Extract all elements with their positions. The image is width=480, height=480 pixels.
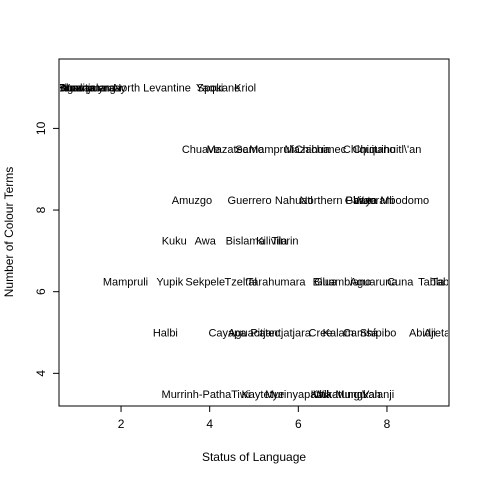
- data-point-label: Halbi: [153, 328, 178, 340]
- data-point-label: Cayapa: [208, 328, 247, 340]
- data-point-label: Pitjantjatjara: [250, 328, 311, 340]
- data-point-label: Samo: [235, 144, 264, 156]
- data-point-label: Mampruli: [249, 144, 294, 156]
- x-tick-label: 2: [118, 417, 125, 431]
- data-point-label: Gbaya Mbodomo: [345, 195, 429, 207]
- data-point-label: Guerrero: [228, 195, 272, 207]
- data-point-label: Burarra: [58, 83, 96, 95]
- data-point-label: Mazahua: [285, 144, 331, 156]
- x-tick-label: 6: [295, 417, 302, 431]
- x-axis-title: Status of Language: [202, 450, 306, 464]
- data-point-label: Shipibo: [360, 328, 397, 340]
- data-point-label: Spokane: [197, 83, 240, 95]
- data-point-label: Cree: [309, 328, 333, 340]
- data-point-label: Tabla: [418, 276, 445, 288]
- data-point-label: Ilgar: [62, 83, 84, 95]
- data-point-label: Yuwaalaraay: [63, 83, 126, 95]
- data-point-label: Bislama: [226, 236, 266, 248]
- y-tick-label: 4: [34, 370, 48, 377]
- data-point-label: Wik-Mungkan: [313, 389, 380, 401]
- data-point-label: Camsá: [343, 328, 379, 340]
- x-axis: 2 4 6 8: [118, 405, 391, 431]
- data-point-label: Tinrin: [271, 236, 298, 248]
- data-point-label: Chiquihuitl\'an: [353, 144, 422, 156]
- y-tick-label: 8: [34, 206, 48, 213]
- data-point-label: Tiwi: [231, 389, 250, 401]
- data-point-label: Tabla: [431, 276, 458, 288]
- y-tick-label: 10: [34, 121, 48, 135]
- data-point-label: Murinyapatha: [265, 389, 333, 401]
- data-point-label: Guambiano: [314, 276, 371, 288]
- data-point-label: Kaytetye: [241, 389, 284, 401]
- data-point-label: Mampruli: [103, 276, 148, 288]
- data-point-label: Chichimec: [295, 144, 347, 156]
- data-point-label: Mazatec: [207, 144, 249, 156]
- data-point-label: Tzeltal: [225, 276, 257, 288]
- data-point-label: Yaqui: [196, 83, 223, 95]
- y-axis-title: Number of Colour Terms: [2, 167, 16, 298]
- data-point-label: Kalam: [323, 328, 354, 340]
- data-point-label: Aretan: [424, 328, 456, 340]
- y-axis: 4 6 8 10: [34, 121, 60, 377]
- x-tick-label: 4: [206, 417, 213, 431]
- data-point-label: Bilua: [313, 276, 338, 288]
- data-point-label: Djambarrpuyngu: [40, 83, 121, 95]
- data-point-label: Aguaruna: [350, 276, 399, 288]
- data-point-label: Awa: [195, 236, 217, 248]
- data-point-label: Yupik: [156, 276, 183, 288]
- data-point-label: Kuku: [162, 236, 187, 248]
- data-point-label: Tarahumara: [247, 276, 307, 288]
- data-point-label: Chuave: [182, 144, 220, 156]
- data-point-label: Kalkatungu: [311, 389, 366, 401]
- data-point-label: Cuna: [387, 276, 414, 288]
- data-point-label: Northern Paiute: [300, 195, 377, 207]
- data-point-label: Valanji: [362, 389, 394, 401]
- data-point-label: Murrinh-Patha: [162, 389, 233, 401]
- plot-frame: [58, 58, 450, 407]
- data-point-label: North Levantine: [113, 83, 191, 95]
- data-point-label: Kilivila: [256, 236, 288, 248]
- x-tick-label: 8: [384, 417, 391, 431]
- data-point-label: Aguacatec: [228, 328, 280, 340]
- data-point-label: Sekpele: [185, 276, 225, 288]
- data-point-label: Waorani: [353, 195, 394, 207]
- data-labels-layer: IlgarBurarraDjambarrpuynguGunditjmaraYuw…: [40, 83, 458, 401]
- data-point-label: Chiquitano: [343, 144, 396, 156]
- plot-area: IlgarBurarraDjambarrpuynguGunditjmaraYuw…: [40, 58, 458, 407]
- y-tick-label: 6: [34, 288, 48, 295]
- data-point-label: Gunditjmara: [56, 83, 117, 95]
- data-point-label: Kriol: [234, 83, 256, 95]
- data-point-label: Nahuatl: [275, 195, 313, 207]
- data-point-label: Amuzgo: [172, 195, 212, 207]
- data-point-label: Abidji: [409, 328, 436, 340]
